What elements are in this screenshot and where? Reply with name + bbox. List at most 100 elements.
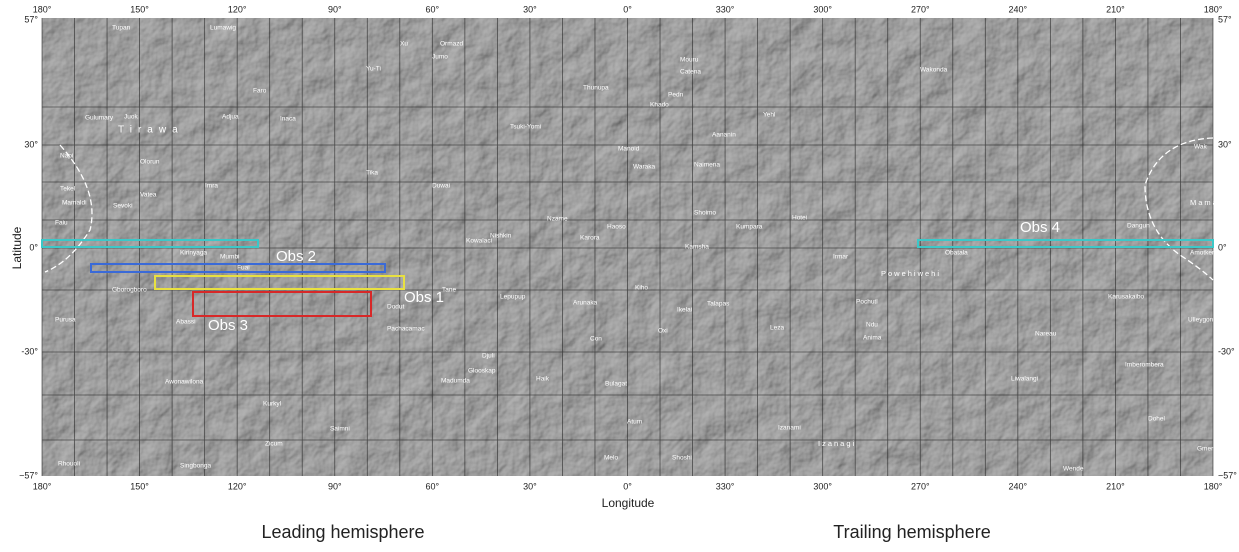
- latitude-label: 30°: [24, 139, 38, 149]
- feature-name: Catena: [680, 69, 701, 76]
- longitude-label: 240°: [1009, 4, 1028, 14]
- y-axis-label: Latitude: [10, 226, 24, 269]
- longitude-label: 90°: [328, 481, 342, 491]
- feature-name: Adjua: [222, 114, 239, 121]
- longitude-label: 270°: [911, 4, 930, 14]
- feature-name: Pachacamac: [387, 326, 425, 333]
- longitude-label: 300°: [813, 481, 832, 491]
- feature-name: Singbonga: [180, 463, 211, 470]
- feature-name: Atum: [627, 419, 642, 426]
- longitude-label: 300°: [813, 4, 832, 14]
- feature-name: Rhouoli: [58, 461, 80, 468]
- feature-name: Dohel: [1148, 416, 1166, 423]
- latitude-label: -30°: [1218, 346, 1235, 356]
- feature-name: Tika: [366, 170, 378, 177]
- feature-name: Duwai: [432, 183, 450, 190]
- longitude-label: 0°: [623, 481, 632, 491]
- feature-name: Xu: [400, 41, 408, 48]
- feature-name: Liwalangi: [1011, 376, 1038, 383]
- latitude-label: 0°: [1218, 242, 1227, 252]
- latitude-label: −57°: [1218, 470, 1237, 480]
- feature-name: Madumda: [441, 378, 470, 385]
- feature-name: Kowalaci: [466, 238, 492, 245]
- feature-name: Pedn: [668, 92, 684, 99]
- feature-name: Ormazd: [440, 41, 464, 48]
- feature-name: Mamaldi: [62, 200, 87, 207]
- feature-name: Faro: [253, 88, 267, 95]
- feature-name: Karusakaibo: [1108, 294, 1145, 301]
- longitude-label: 150°: [130, 4, 149, 14]
- feature-name: Glooskap: [468, 368, 496, 375]
- feature-name: Tekel: [60, 186, 76, 193]
- feature-name: Juok: [124, 114, 138, 121]
- feature-name: Gmerli: [1197, 446, 1216, 453]
- feature-name: Tirawa: [118, 125, 184, 136]
- feature-name: Mumbi: [220, 254, 240, 261]
- feature-name: Lepupup: [500, 294, 526, 301]
- feature-name: Haoso: [607, 224, 626, 231]
- feature-name: Wakonda: [920, 67, 948, 74]
- longitude-label: 180°: [33, 4, 52, 14]
- feature-name: Vatea: [140, 192, 157, 199]
- feature-name: Talapas: [707, 301, 730, 308]
- feature-name: Nishkin: [490, 233, 512, 240]
- feature-name: Karora: [580, 235, 600, 242]
- feature-name: Faiu: [55, 220, 68, 227]
- feature-name: Gborogboro: [112, 287, 147, 294]
- longitude-label: 210°: [1106, 481, 1125, 491]
- feature-name: Arunaka: [573, 300, 598, 307]
- feature-name: Napi: [60, 153, 73, 160]
- feature-name: Kumpara: [736, 224, 763, 231]
- feature-name: Ulleygon: [1188, 317, 1214, 324]
- feature-name: Anima: [863, 335, 882, 342]
- feature-name: Wak: [1194, 144, 1208, 151]
- longitude-label: 270°: [911, 481, 930, 491]
- feature-name: Imra: [205, 183, 218, 190]
- feature-name: Leza: [770, 325, 784, 332]
- longitude-label: 210°: [1106, 4, 1125, 14]
- feature-name: Tupan: [112, 25, 131, 32]
- feature-name: Kurkyl: [263, 401, 282, 408]
- longitude-label: 120°: [228, 481, 247, 491]
- feature-name: Obatala: [945, 250, 968, 257]
- feature-name: Izanami: [778, 425, 801, 432]
- feature-name: Izanagi: [818, 439, 856, 448]
- feature-name: Aananin: [712, 132, 736, 139]
- feature-name: Irmar: [833, 254, 849, 261]
- latitude-label: 0°: [29, 242, 38, 252]
- feature-name: Purusa: [55, 317, 76, 324]
- latitude-label: 57°: [24, 14, 38, 24]
- longitude-label: 60°: [426, 4, 440, 14]
- feature-name: Kamsha: [685, 244, 709, 251]
- feature-name: Zicum: [265, 441, 283, 448]
- feature-name: Amotken: [1190, 250, 1216, 257]
- longitude-label: 60°: [426, 481, 440, 491]
- obs-label: Obs 4: [1020, 219, 1060, 236]
- longitude-label: 0°: [623, 4, 632, 14]
- feature-name: Con: [590, 336, 602, 343]
- longitude-label: 150°: [130, 481, 149, 491]
- feature-name: Ndu: [866, 322, 878, 329]
- page: {"map": { "longitude_labels": ["180°","1…: [0, 0, 1239, 547]
- map-figure: TupanLumawigXuOrmazdJumoYu-TiFaroGulumar…: [0, 0, 1239, 547]
- longitude-label: 180°: [33, 481, 52, 491]
- latitude-label: 30°: [1218, 139, 1232, 149]
- longitude-label: 120°: [228, 4, 247, 14]
- longitude-label: 180°: [1204, 4, 1223, 14]
- longitude-label: 180°: [1204, 481, 1223, 491]
- obs-label: Obs 1: [404, 289, 444, 306]
- feature-name: Gulumary: [85, 115, 114, 122]
- feature-name: Olorun: [140, 159, 160, 166]
- feature-name: Tane: [442, 287, 456, 294]
- feature-name: Sevoki: [113, 203, 133, 210]
- feature-name: Nareau: [1035, 331, 1057, 338]
- longitude-label: 330°: [716, 481, 735, 491]
- feature-name: Awonawilona: [165, 379, 204, 386]
- feature-name: Ikelai: [677, 307, 692, 314]
- feature-name: Khado: [650, 102, 669, 109]
- feature-name: Melo: [604, 455, 618, 462]
- feature-name: Haik: [536, 376, 550, 383]
- feature-name: Saimni: [330, 426, 350, 433]
- feature-name: Kirinyaga: [180, 250, 207, 257]
- longitude-label: 30°: [523, 4, 537, 14]
